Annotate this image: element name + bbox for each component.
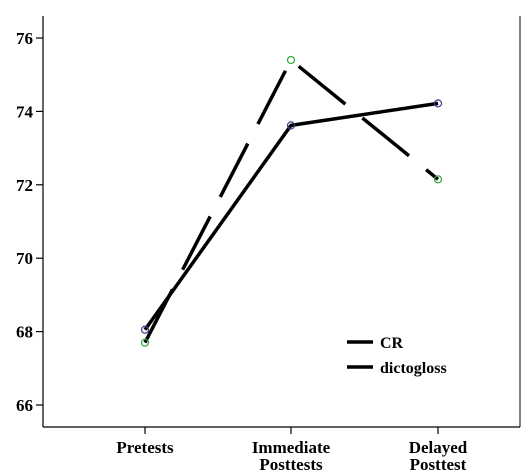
y-tick-label: 74: [16, 102, 34, 121]
data-point-dictogloss: [140, 338, 150, 347]
x-tick-label: Posttests: [259, 455, 323, 474]
data-point-cr: [140, 325, 150, 334]
data-point-cr: [433, 99, 443, 108]
chart-axes: [42, 16, 521, 428]
x-tick-label: Pretests: [116, 438, 174, 457]
data-point-cr: [286, 121, 296, 130]
y-tick-label: 66: [16, 396, 33, 415]
y-axis-ticks: 66 68 70 72 74 76: [16, 29, 43, 415]
series-line-cr: [143, 101, 439, 331]
chart-series: [140, 55, 443, 347]
x-tick-label: Delayed: [409, 438, 468, 457]
y-tick-label: 68: [16, 323, 33, 342]
y-tick-label: 72: [16, 176, 33, 195]
y-tick-label: 70: [16, 249, 33, 268]
legend-label-cr: CR: [380, 335, 404, 352]
data-point-dictogloss: [433, 175, 443, 184]
series-line-dictogloss: [143, 58, 440, 344]
data-point-dictogloss: [286, 55, 296, 65]
y-tick-label: 76: [16, 29, 33, 48]
x-tick-label: Posttest: [410, 455, 467, 474]
x-tick-label: Immediate: [252, 438, 331, 457]
chart-legend: CR dictogloss: [347, 335, 447, 377]
legend-label-dictogloss: dictogloss: [380, 360, 447, 377]
